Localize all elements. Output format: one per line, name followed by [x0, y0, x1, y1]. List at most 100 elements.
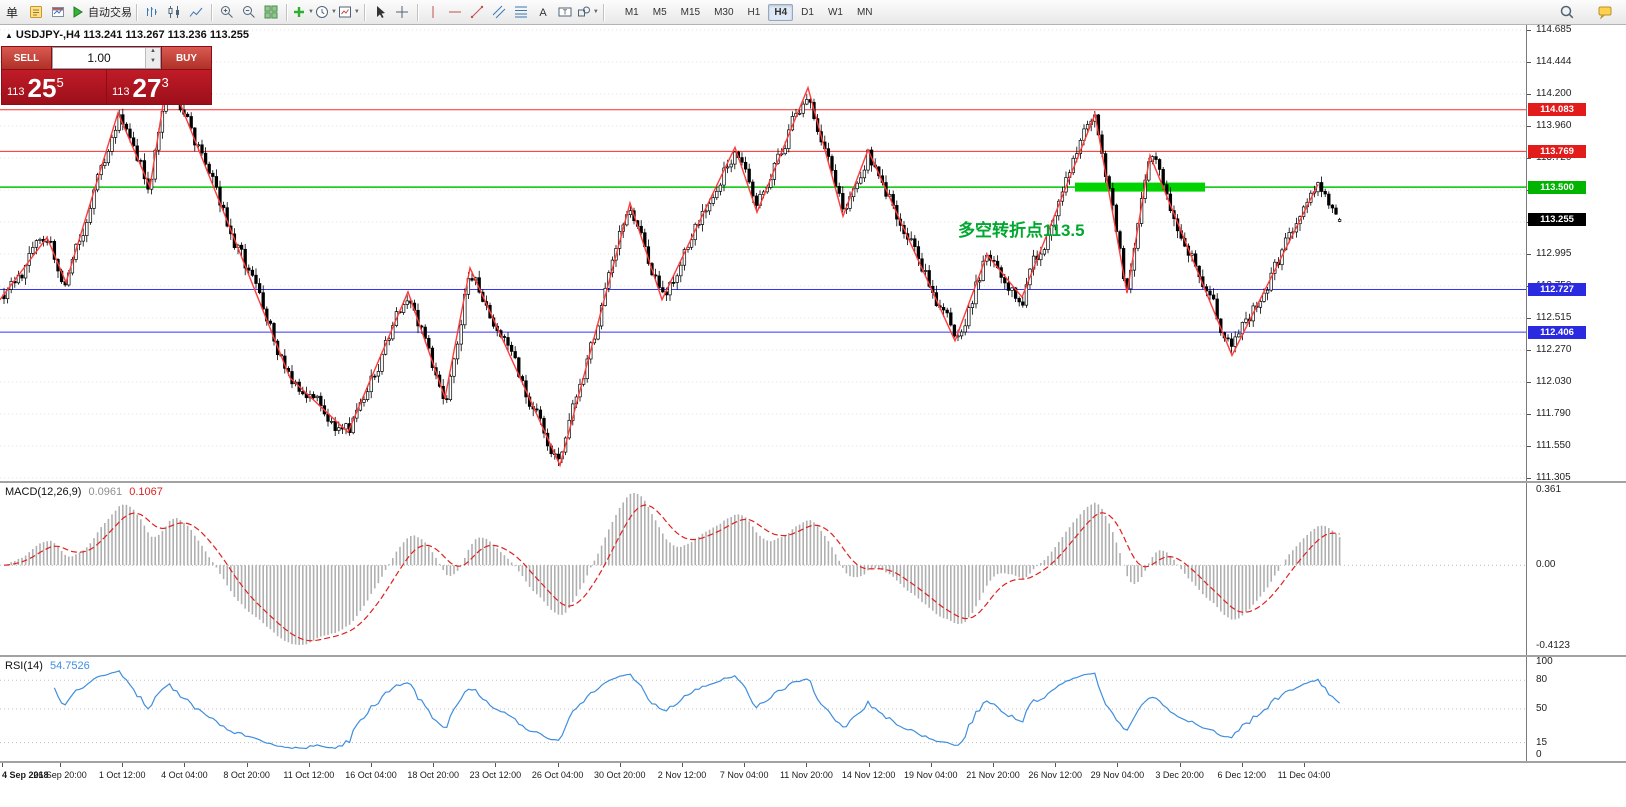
trendline-icon[interactable] — [466, 2, 488, 22]
chart-annotation-text: 多空转折点113.5 — [958, 221, 1085, 240]
buy-price-whole: 113 — [112, 86, 130, 98]
macd-signal-value: 0.1067 — [129, 486, 163, 498]
lot-increase-icon[interactable]: ▲ — [146, 48, 160, 58]
tile-windows-icon[interactable] — [260, 2, 282, 22]
horizontal-line-icon[interactable] — [444, 2, 466, 22]
shapes-icon[interactable]: ▼ — [576, 2, 599, 22]
vertical-line-icon[interactable] — [422, 2, 444, 22]
price-tick — [1527, 350, 1531, 351]
price-tick — [1527, 414, 1531, 415]
buy-price-pips: 27 — [132, 73, 162, 103]
cursor-icon[interactable] — [369, 2, 391, 22]
panel-separator[interactable] — [0, 481, 1626, 483]
price-tick — [1527, 318, 1531, 319]
timeframe-m15[interactable]: M15 — [680, 6, 701, 18]
buy-price-button[interactable]: 113 27 3 — [107, 70, 211, 104]
buy-button[interactable]: BUY — [162, 47, 211, 69]
price-axis[interactable]: 114.685114.444114.200113.960113.720113.4… — [1526, 25, 1626, 481]
time-tick — [122, 763, 124, 767]
rsi-axis-label: 80 — [1536, 674, 1548, 686]
zoom-out-icon[interactable] — [238, 2, 260, 22]
time-tick — [930, 763, 932, 767]
sell-price-pips: 25 — [27, 73, 57, 103]
indicators-add-icon[interactable]: ▼ — [291, 2, 314, 22]
new-order-icon[interactable] — [25, 2, 47, 22]
macd-canvas[interactable] — [0, 483, 1526, 655]
price-level-badge: 112.727 — [1528, 283, 1586, 297]
lot-size-field[interactable]: 1.00 ▲ ▼ — [52, 47, 161, 69]
time-tick — [1055, 763, 1057, 767]
time-label: 2 Nov 12:00 — [657, 770, 707, 780]
template-icon[interactable]: ▼ — [337, 2, 360, 22]
rsi-axis[interactable]: 100 80 50 15 0 — [1526, 657, 1626, 761]
timeframe-h4[interactable]: H4 — [768, 3, 794, 21]
order-menu-label[interactable]: 单 — [6, 5, 19, 20]
macd-axis[interactable]: 0.361 0.00 -0.4123 — [1526, 483, 1626, 655]
text-icon[interactable]: A — [532, 2, 554, 22]
time-tick — [60, 763, 61, 767]
main-chart-canvas[interactable] — [0, 25, 1526, 481]
time-axis[interactable]: 4 Sep 2018 26 Sep 20:00 1 Oct 12:00 4 Oct 0… — [0, 763, 1626, 789]
price-tick — [1527, 126, 1531, 127]
price-tick — [1527, 382, 1531, 383]
candlestick-chart-icon[interactable] — [163, 2, 185, 22]
lot-size-stepper: ▲ ▼ — [145, 48, 160, 68]
chart-window-icon[interactable] — [47, 2, 69, 22]
timeframe-m30[interactable]: M30 — [714, 6, 734, 18]
timeframe-w1[interactable]: W1 — [827, 6, 843, 18]
time-tick — [246, 763, 248, 767]
toolbar-buttons: 自动交易 ▼ ▼ ▼ A T ▼ — [25, 2, 608, 22]
time-label: 26 Oct 04:00 — [531, 770, 584, 780]
channel-icon[interactable] — [488, 2, 510, 22]
community-icon[interactable] — [1594, 2, 1616, 22]
time-tick — [619, 763, 621, 767]
panel-separator[interactable] — [0, 761, 1626, 763]
bar-chart-icon[interactable] — [141, 2, 163, 22]
price-tick-label: 111.305 — [1536, 472, 1571, 482]
ohlc-high: 113.267 — [125, 29, 165, 41]
timeframe-m5[interactable]: M5 — [652, 6, 667, 18]
lot-decrease-icon[interactable]: ▼ — [146, 58, 160, 68]
crosshair-icon[interactable] — [391, 2, 413, 22]
rsi-label: RSI(14) 54.7526 — [5, 660, 90, 672]
time-tick — [744, 763, 746, 767]
rsi-value: 54.7526 — [49, 660, 90, 672]
time-label: 11 Dec 04:00 — [1277, 770, 1331, 780]
rsi-canvas[interactable] — [0, 657, 1526, 761]
lot-size-value[interactable]: 1.00 — [87, 51, 111, 65]
period-clock-icon[interactable]: ▼ — [314, 2, 337, 22]
price-tick-label: 114.200 — [1536, 88, 1572, 99]
macd-panel: MACD(12,26,9) 0.0961 0.1067 — [0, 483, 1526, 655]
chart-symbol-ohlc: ▲ USDJPY-,H4 113.241 113.267 113.236 113.… — [5, 29, 249, 41]
time-tick — [806, 763, 808, 767]
time-label: 11 Nov 20:00 — [779, 770, 833, 780]
time-label: 29 Nov 04:00 — [1090, 770, 1145, 780]
symbol-timeframe: USDJPY-,H4 — [15, 29, 81, 41]
time-label: 1 Oct 12:00 — [98, 770, 146, 780]
rsi-name: RSI(14) — [5, 660, 43, 672]
toolbar-separator — [211, 3, 213, 21]
time-tick — [433, 763, 435, 767]
timeframe-m1[interactable]: M1 — [624, 6, 639, 18]
toolbar-separator — [136, 3, 138, 21]
sell-price-button[interactable]: 113 25 5 — [2, 70, 106, 104]
price-tick — [1527, 94, 1531, 95]
timeframe-mn[interactable]: MN — [856, 6, 873, 18]
timeframe-h1[interactable]: H1 — [747, 6, 761, 18]
label-icon[interactable]: T — [554, 2, 576, 22]
price-tick-label: 114.685 — [1536, 25, 1572, 35]
fibonacci-icon[interactable] — [510, 2, 532, 22]
symbol-expand-icon[interactable]: ▲ — [5, 31, 13, 40]
sell-button[interactable]: SELL — [2, 47, 51, 69]
sell-price-whole: 113 — [7, 86, 25, 98]
zoom-in-icon[interactable] — [216, 2, 238, 22]
auto-trading-button[interactable]: 自动交易 — [69, 2, 132, 22]
line-chart-icon[interactable] — [185, 2, 207, 22]
price-tick — [1527, 478, 1531, 479]
timeframe-d1[interactable]: D1 — [801, 6, 814, 18]
search-icon[interactable] — [1556, 2, 1578, 22]
time-label: 23 Oct 12:00 — [469, 770, 522, 780]
macd-label: MACD(12,26,9) 0.0961 0.1067 — [5, 486, 163, 498]
macd-axis-label: 0.00 — [1536, 559, 1556, 571]
panel-separator[interactable] — [0, 655, 1626, 657]
